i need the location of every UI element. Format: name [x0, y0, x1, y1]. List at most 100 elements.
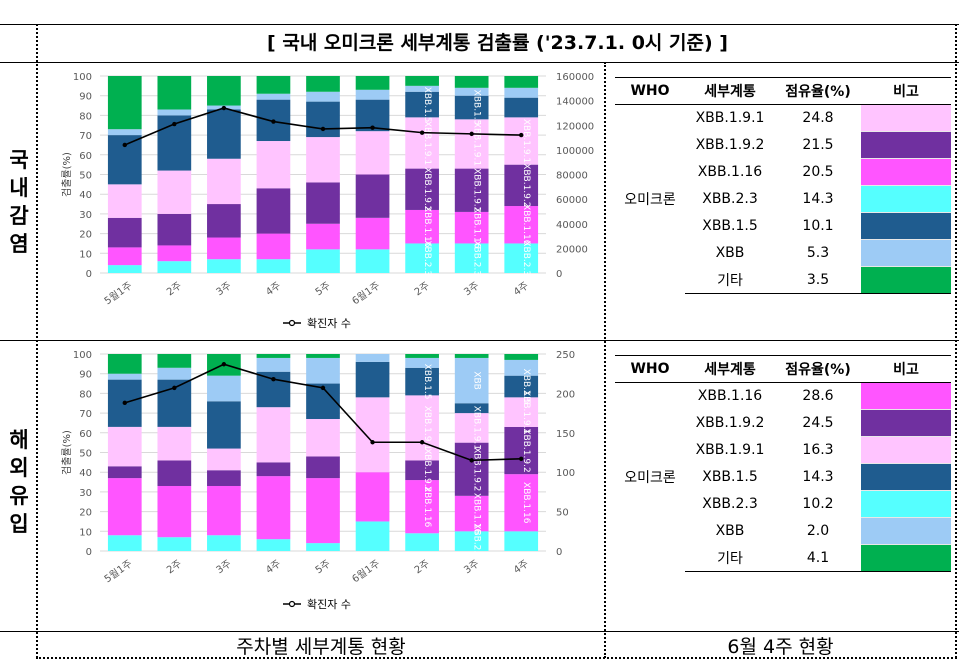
y2-tick-label: 50 — [556, 508, 569, 519]
table-group-cell: 오미크론 — [624, 192, 676, 209]
confirmed-cases-point — [221, 105, 227, 111]
table-color-swatch — [861, 104, 951, 132]
bar-segment — [405, 367, 439, 396]
table-color-swatch — [861, 185, 951, 213]
bar-segment — [504, 87, 539, 98]
bar-segment — [207, 535, 241, 551]
x-tick-label: 4주 — [512, 558, 531, 576]
frame-left-dotted-line — [36, 24, 38, 658]
bar-segment — [107, 478, 142, 536]
table-color-swatch — [861, 544, 951, 572]
x-tick-label: 5주 — [314, 280, 333, 298]
table-color-swatch — [861, 212, 951, 240]
bar-segment — [256, 188, 291, 234]
y-tick-label: 40 — [79, 468, 92, 479]
bar-segment — [107, 535, 142, 551]
table-header: WHO — [615, 77, 685, 105]
bar-segment — [504, 397, 539, 427]
segment-label: XBB.1.9.1 — [521, 390, 531, 434]
y2-tick-label: 100000 — [556, 146, 594, 157]
bar-segment — [256, 354, 291, 358]
x-tick-label: 5월1주 — [102, 280, 134, 308]
y-axis-label: 검출률(%) — [61, 152, 73, 197]
y-tick-label: 80 — [79, 111, 92, 122]
y-tick-label: 60 — [79, 429, 92, 440]
x-tick-label: 2주 — [165, 558, 184, 576]
table-color-swatch — [861, 266, 951, 294]
table-share-cell: 2.0 — [806, 523, 830, 539]
segment-label: XBB.1.5 — [422, 87, 432, 123]
x-tick-label: 4주 — [264, 558, 283, 576]
bar-segment — [405, 243, 439, 273]
table-color-swatch — [861, 463, 951, 491]
x-tick-label: 5월1주 — [102, 558, 134, 586]
x-tick-label: 6월1주 — [350, 280, 382, 308]
footer-right-caption: 6월 4주 현황 — [727, 636, 834, 658]
y2-tick-label: 150 — [556, 429, 575, 440]
bar-segment — [207, 485, 241, 536]
confirmed-cases-point — [370, 440, 375, 445]
table-lineage-cell: XBB — [715, 245, 745, 261]
confirmed-cases-point — [370, 125, 375, 130]
confirmed-cases-point — [519, 456, 524, 462]
bar-segment — [454, 168, 489, 212]
y-tick-label: 30 — [79, 210, 92, 221]
y-tick-label: 60 — [79, 151, 92, 162]
segment-label: XBB.1.16 — [521, 204, 531, 246]
bar-segment — [306, 249, 340, 273]
y-tick-label: 10 — [79, 249, 92, 260]
bar-segment — [157, 537, 192, 551]
bar-segment — [207, 375, 241, 402]
bar-segment — [306, 354, 340, 358]
y2-tick-label: 40000 — [556, 220, 588, 231]
segment-label: XBB.1.16 — [521, 482, 531, 524]
bar-segment — [504, 164, 539, 207]
legend-marker-icon — [288, 600, 296, 608]
y-tick-label: 0 — [86, 547, 92, 558]
bar-segment — [157, 76, 192, 110]
chart-overseas: 0 10 20 30 40 50 60 70 80 90 100 0 50 100 150 200 250 검출률… — [61, 350, 575, 611]
bar-segment — [504, 359, 539, 376]
y-tick-label: 10 — [79, 527, 92, 538]
bar-segment — [306, 91, 340, 102]
segment-label: XBB.2.3 — [472, 523, 482, 559]
y-tick-label: 20 — [79, 508, 92, 519]
table-header: 비고 — [861, 77, 951, 105]
bar-segment — [256, 233, 291, 260]
y2-tick-label: 60000 — [556, 195, 588, 206]
bar-segment — [157, 245, 192, 262]
table-lineage-cell: 기타 — [685, 544, 775, 572]
bar-segment — [157, 426, 192, 461]
bar-segment — [504, 375, 539, 398]
segment-label: XBB.2.3 — [422, 240, 432, 276]
table-color-swatch — [861, 517, 951, 545]
frame-title-bottom-line — [0, 62, 959, 63]
y2-tick-label: 100 — [556, 468, 575, 479]
bar-segment — [405, 354, 439, 358]
table-share-cell: 10.1 — [802, 218, 834, 234]
bar-segment — [504, 206, 539, 244]
bar-segment — [306, 456, 340, 479]
y-tick-label: 70 — [79, 131, 92, 142]
bar-segment — [306, 76, 340, 92]
y-axis-label: 검출률(%) — [61, 430, 73, 475]
y-tick-label: 0 — [86, 269, 92, 280]
legend-table-overseas: WHO 세부계통 점유율(%) 비고 오미크론 XBB.1.16 28.6 XBB.1.9.2… — [615, 355, 951, 572]
bar-segment — [157, 170, 192, 214]
bar-segment — [256, 462, 291, 477]
y-tick-label: 90 — [79, 92, 92, 103]
bar-segment — [454, 357, 489, 404]
bar-segment — [405, 117, 439, 169]
bar-segment — [306, 419, 340, 457]
bar-segment — [207, 470, 241, 486]
bar-segment — [355, 361, 390, 398]
bar-segment — [306, 223, 340, 250]
y2-tick-label: 140000 — [556, 97, 594, 108]
bar-segment — [107, 76, 142, 130]
frame-top-line — [0, 24, 959, 25]
frame-middle-dotted-line — [604, 62, 606, 658]
bar-segment — [157, 261, 192, 273]
